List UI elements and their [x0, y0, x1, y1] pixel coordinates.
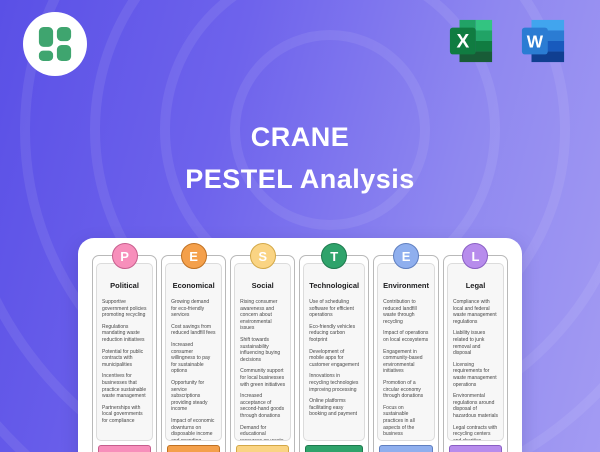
column-panel: Economical Growing demand for eco-friend… — [165, 263, 223, 441]
pestel-column: L Legal Compliance with local and federa… — [442, 243, 509, 452]
pestel-column: S Social Rising consumer awareness and c… — [230, 243, 296, 452]
column-item: Development of mobile apps for customer … — [309, 348, 359, 368]
column-item: Regulations mandating waste reduction in… — [102, 323, 145, 343]
column-items: Growing demand for eco-friendly services… — [171, 299, 216, 441]
letter-badge: S — [249, 243, 276, 269]
column-item: Increased consumer willingness to pay fo… — [171, 341, 211, 375]
pestel-column: P Political Supportive government polici… — [92, 243, 158, 452]
column-item: Legal contracts with recycling centers a… — [452, 424, 498, 441]
column-panel: Technological Use of scheduling software… — [303, 263, 366, 441]
letter-badge: E — [180, 243, 207, 269]
word-icon[interactable]: W — [520, 18, 566, 64]
top-bar: X W — [0, 0, 600, 80]
page-title: CRANE PESTEL Analysis — [0, 122, 600, 195]
column-items: Compliance with local and federal waste … — [452, 299, 498, 441]
column-item: Demand for educational resources on wast… — [240, 424, 284, 441]
letter-badge: E — [393, 243, 420, 269]
column-panel: Political Supportive government policies… — [96, 263, 154, 441]
column-item: Increased acceptance of second-hand good… — [240, 393, 285, 419]
column-title: Technological — [309, 281, 360, 290]
column-color-bar — [379, 445, 433, 452]
excel-icon[interactable]: X — [448, 18, 494, 64]
column-color-bar — [448, 445, 503, 452]
column-title: Environment — [383, 281, 429, 290]
column-item: Compliance with local and federal waste … — [452, 299, 497, 325]
column-item: Supportive government policies promoting… — [102, 299, 147, 319]
column-item: Contribution to reduced landfill waste t… — [383, 299, 417, 325]
brand-logo[interactable] — [23, 12, 87, 76]
column-item: Liability issues related to junk removal… — [452, 330, 486, 357]
column-item: Use of scheduling software for efficient… — [309, 299, 354, 319]
column-title: Legal — [465, 281, 486, 290]
pestel-column: T Technological Use of scheduling softwa… — [299, 243, 370, 452]
column-items: Rising consumer awareness and concern ab… — [240, 299, 286, 441]
column-color-bar — [305, 445, 364, 452]
letter-badge: T — [321, 243, 348, 269]
app-icons: X W — [448, 18, 566, 64]
column-panel: Environment Contribution to reduced land… — [377, 263, 435, 441]
column-item: Incentives for businesses that practice … — [102, 373, 147, 400]
column-items: Supportive government policies promoting… — [102, 299, 147, 425]
column-item: Focus on sustainable practices in all as… — [383, 404, 415, 438]
analysis-title: PESTEL Analysis — [185, 164, 415, 194]
column-title: Economical — [172, 281, 215, 290]
svg-text:W: W — [527, 32, 544, 52]
pestel-column: E Environment Contribution to reduced la… — [373, 243, 439, 452]
column-item: Impact of economic downturns on disposab… — [171, 417, 215, 441]
column-title: Social — [251, 281, 274, 290]
letter-badge: P — [111, 243, 138, 269]
column-item: Environmental regulations around disposa… — [452, 393, 498, 419]
column-color-bar — [236, 445, 290, 452]
column-item: Partnerships with local governments for … — [102, 404, 143, 424]
column-item: Impact of operations on local ecosystems — [383, 330, 429, 343]
pestel-card: P Political Supportive government polici… — [78, 238, 522, 452]
column-item: Licensing requirements for waste managem… — [452, 361, 497, 388]
column-item: Rising consumer awareness and concern ab… — [240, 299, 278, 332]
column-panel: Legal Compliance with local and federal … — [446, 263, 505, 441]
pestel-column: E Economical Growing demand for eco-frie… — [161, 243, 227, 452]
column-item: Community support for local businesses w… — [240, 368, 286, 388]
column-item: Potential for public contracts with muni… — [102, 348, 144, 368]
pestel-columns: P Political Supportive government polici… — [92, 243, 509, 452]
column-item: Growing demand for eco-friendly services — [171, 299, 210, 319]
column-item: Online platforms facilitating easy booki… — [309, 398, 358, 418]
column-item: Shift towards sustainability influencing… — [240, 336, 281, 363]
column-item: Opportunity for service subscriptions pr… — [171, 379, 208, 413]
column-item: Engagement in community-based environmen… — [383, 348, 423, 375]
letter-badge: L — [462, 243, 489, 269]
column-item: Promotion of a circular economy through … — [383, 379, 424, 400]
column-items: Use of scheduling software for efficient… — [309, 299, 359, 418]
column-item: Cost savings from reduced landfill fees — [171, 323, 216, 337]
company-name: CRANE — [250, 122, 350, 152]
grid-logo-icon — [38, 26, 72, 62]
column-color-bar — [98, 445, 152, 452]
svg-text:X: X — [456, 32, 469, 53]
column-color-bar — [167, 445, 221, 452]
column-item: Eco-friendly vehicles reducing carbon fo… — [309, 323, 356, 343]
column-item: Innovations in recycling technologies im… — [309, 373, 359, 393]
column-panel: Social Rising consumer awareness and con… — [234, 263, 292, 441]
column-items: Contribution to reduced landfill waste t… — [383, 299, 429, 438]
column-title: Political — [110, 281, 139, 290]
